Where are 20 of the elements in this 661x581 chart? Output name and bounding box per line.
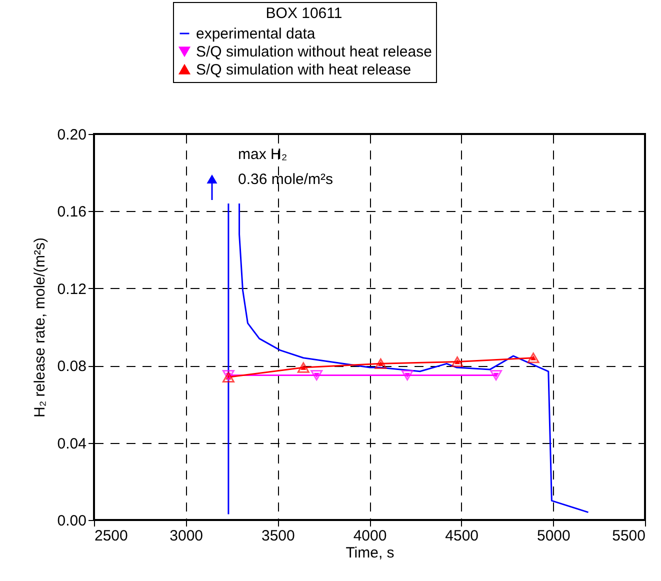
- legend-label: S/Q simulation without heat release: [196, 44, 432, 60]
- y-axis-title: H₂ release rate, mole/(m²s): [31, 237, 48, 418]
- legend-label: S/Q simulation with heat release: [196, 62, 412, 78]
- y-tick-label: 0.08: [57, 358, 86, 376]
- y-tick-label: 0.04: [57, 435, 86, 452]
- x-tick-label: 5000: [536, 528, 570, 544]
- legend-label: experimental data: [196, 26, 316, 42]
- x-tick-label: 4500: [445, 528, 479, 544]
- x-tick-label: 3000: [170, 528, 204, 544]
- x-tick-label: 3500: [261, 528, 295, 544]
- y-tick-label: 0.16: [57, 204, 86, 221]
- y-tick-label: 0.20: [57, 126, 86, 144]
- x-tick-label: 4000: [353, 528, 387, 544]
- x-tick-label: 2500: [94, 528, 128, 544]
- y-tick-label: 0.12: [57, 280, 86, 298]
- legend-title: BOX 10611: [266, 5, 342, 22]
- x-axis-title: Time, s: [346, 544, 394, 562]
- annotation: 0.36 mole/m²s: [238, 171, 334, 188]
- x-tick-label: 5500: [612, 528, 646, 544]
- y-tick-label: 0.00: [57, 512, 86, 530]
